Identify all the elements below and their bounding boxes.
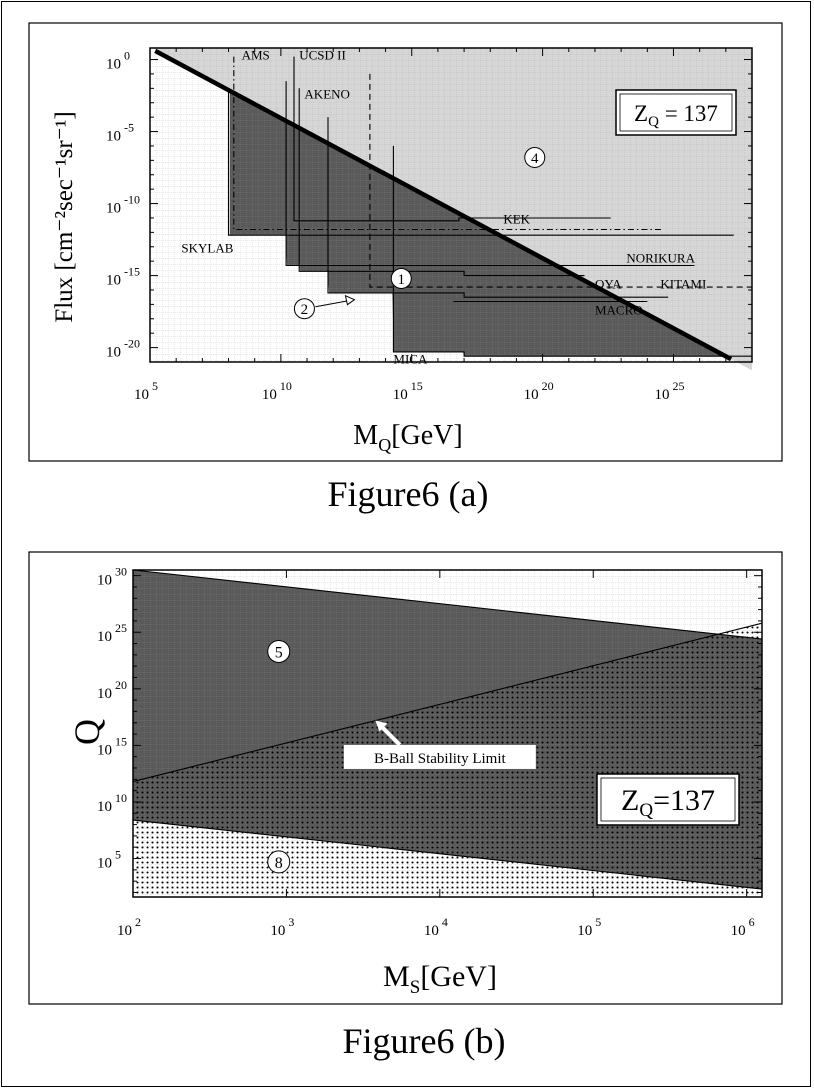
region-label-4: 4 bbox=[524, 146, 546, 168]
experiment-label: KEK bbox=[503, 212, 530, 227]
experiment-label: MICA bbox=[393, 351, 428, 366]
y-tick-label: 10 -15 bbox=[106, 265, 140, 289]
experiment-label: UCSD II bbox=[299, 48, 346, 63]
y-tick-label: 10 -5 bbox=[106, 121, 134, 145]
limit-line-skylab bbox=[227, 88, 734, 236]
y-tick-label: 10 -10 bbox=[106, 193, 140, 217]
x-tick-label: 10 10 bbox=[262, 379, 292, 403]
chart-a-labels: AMS UCSD II AKENO SKYLAB KEK NORIKURA OYA KITAM… bbox=[181, 48, 706, 367]
experiment-label: SKYLAB bbox=[181, 241, 233, 256]
svg-text:4: 4 bbox=[531, 151, 539, 167]
x-tick-label: 10 20 bbox=[524, 379, 554, 403]
chart-a-frame bbox=[28, 22, 783, 462]
experiment-label: AMS bbox=[242, 48, 270, 63]
experiment-label: OYA bbox=[595, 277, 622, 292]
chart-a-plot-area bbox=[150, 48, 752, 371]
region-2-arrow bbox=[315, 300, 349, 308]
x-tick-label: 10 5 bbox=[134, 379, 158, 403]
chart-a-legend-box: ZQ = 137 bbox=[615, 89, 737, 136]
svg-text:1: 1 bbox=[398, 272, 406, 288]
limit-line-oya bbox=[298, 88, 585, 277]
chart-a-axes: 10 5 10 10 10 15 10 20 10 25 10 0 10 -5 10 -10 1… bbox=[106, 47, 753, 403]
y-tick-label: 10 0 bbox=[106, 49, 130, 73]
region-label-2: 2 bbox=[293, 298, 315, 320]
svg-text:ZQ = 137: ZQ = 137 bbox=[634, 101, 718, 130]
limit-line-kitami bbox=[327, 117, 669, 298]
y-tick-label: 10 -20 bbox=[106, 337, 140, 361]
chart-a: 10 5 10 10 10 15 10 20 10 25 10 0 10 -5 10 -10 1… bbox=[28, 22, 783, 514]
region-label-1: 1 bbox=[390, 267, 412, 289]
experiment-label: AKENO bbox=[304, 86, 350, 101]
x-tick-label: 10 25 bbox=[654, 379, 684, 403]
experiment-label: MACRO bbox=[595, 302, 643, 317]
bound-line bbox=[154, 48, 733, 362]
chart-a-ylabel: Flux [cm⁻²sec⁻¹sr⁻¹] bbox=[51, 111, 78, 322]
chart-a-caption: Figure6 (a) bbox=[328, 474, 489, 514]
x-tick-label: 10 15 bbox=[393, 379, 423, 403]
chart-a-xlabel: MQ[GeV] bbox=[353, 420, 462, 455]
limit-line-akeno bbox=[369, 73, 752, 288]
experiment-label: NORIKURA bbox=[626, 251, 695, 266]
experiment-label: KITAMI bbox=[660, 277, 706, 292]
limit-line-ams bbox=[233, 56, 663, 231]
limit-line-ucsd-ii bbox=[293, 56, 611, 222]
svg-text:2: 2 bbox=[301, 302, 309, 318]
